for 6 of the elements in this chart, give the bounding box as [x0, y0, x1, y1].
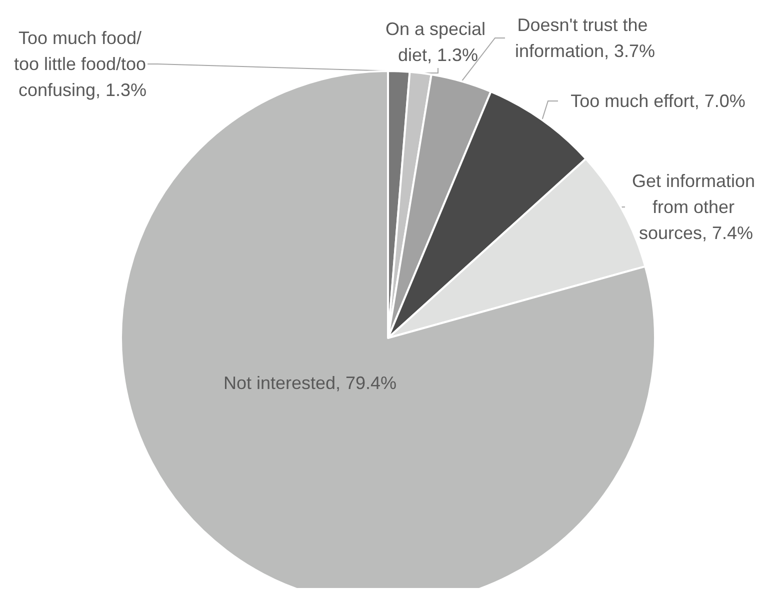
slice-label: Too much food/too little food/too confusing, 1.3% — [13, 28, 147, 100]
slice-label: Get information from other sources, 7.4% — [632, 171, 760, 243]
slice-label: Doesn't trust the information, 3.7% — [514, 15, 656, 61]
slice-label: Not interested, 79.4% — [223, 373, 397, 393]
slice-label: Too much effort, 7.0% — [570, 91, 746, 111]
slice-label: On a special diet, 1.3% — [385, 19, 491, 65]
